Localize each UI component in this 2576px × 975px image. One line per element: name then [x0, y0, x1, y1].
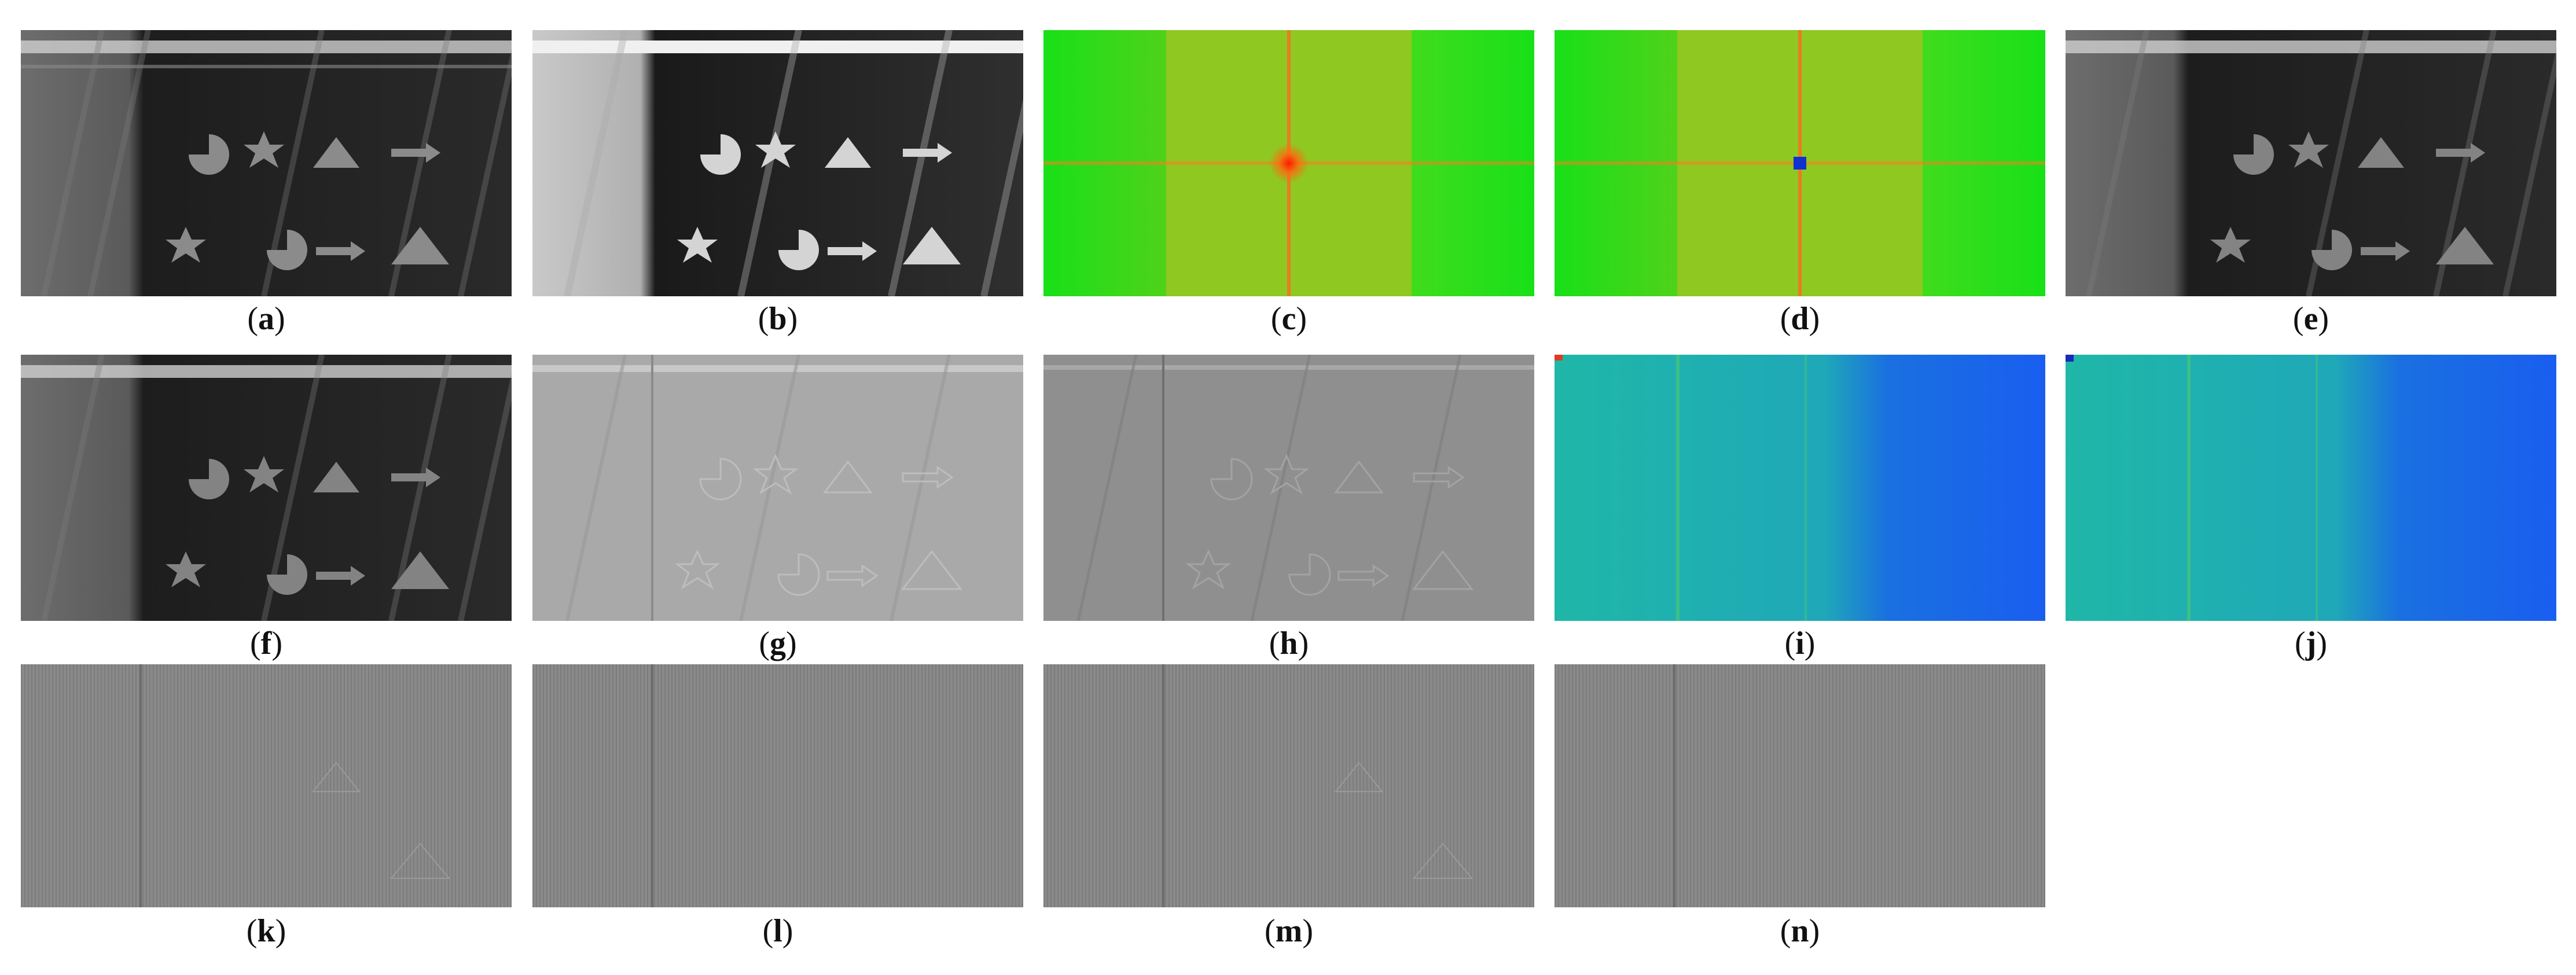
- panel-f: (f): [21, 355, 512, 661]
- panel-d-caption: (d): [1780, 301, 1820, 337]
- panel-g-caption: (g): [759, 626, 797, 661]
- panel-j-caption: (j): [2295, 626, 2327, 661]
- panel-c-caption: (c): [1270, 301, 1307, 337]
- panel-h: (h): [1043, 355, 1534, 661]
- panel-k: (k): [21, 664, 512, 971]
- panel-g: (g): [532, 355, 1023, 661]
- panel-k-caption: (k): [246, 913, 286, 949]
- panel-j-image: [2066, 355, 2556, 621]
- panel-n: (n): [1555, 664, 2045, 971]
- panel-e-caption: (e): [2292, 301, 2329, 337]
- panel-i-image: [1555, 355, 2045, 621]
- panel-h-image: [1043, 355, 1534, 621]
- panel-m-image: [1043, 664, 1534, 907]
- panel-b-caption: (b): [758, 301, 798, 337]
- panel-h-caption: (h): [1269, 626, 1309, 661]
- panel-d-image: [1555, 30, 2045, 296]
- panel-a: (a): [21, 30, 512, 337]
- panel-n-image: [1555, 664, 2045, 907]
- panel-l: (l): [532, 664, 1023, 971]
- panel-m: (m): [1043, 664, 1534, 971]
- panel-d: (d): [1555, 30, 2045, 337]
- panel-i: (i): [1555, 355, 2045, 661]
- panel-c-image: [1043, 30, 1534, 296]
- panel-e: (e): [2066, 30, 2556, 337]
- panel-n-caption: (n): [1780, 913, 1820, 949]
- panel-l-caption: (l): [762, 913, 793, 949]
- panel-a-image: [21, 30, 512, 296]
- panel-b-image: [532, 30, 1023, 296]
- panel-a-caption: (a): [247, 301, 285, 337]
- panel-f-image: [21, 355, 512, 621]
- panel-g-image: [532, 355, 1023, 621]
- panel-c: (c): [1043, 30, 1534, 337]
- panel-f-caption: (f): [250, 626, 282, 661]
- panel-i-caption: (i): [1784, 626, 1816, 661]
- panel-j: (j): [2066, 355, 2556, 661]
- panel-b: (b): [532, 30, 1023, 337]
- panel-e-image: [2066, 30, 2556, 296]
- panel-l-image: [532, 664, 1023, 907]
- panel-k-image: [21, 664, 512, 907]
- panel-m-caption: (m): [1265, 913, 1313, 949]
